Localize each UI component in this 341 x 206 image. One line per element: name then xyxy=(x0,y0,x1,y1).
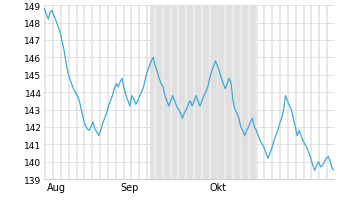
Bar xyxy=(232,6,234,179)
Bar xyxy=(146,6,148,179)
Bar xyxy=(123,6,124,179)
Bar xyxy=(217,6,219,179)
Bar xyxy=(138,6,140,179)
Bar xyxy=(326,6,328,179)
Bar xyxy=(162,6,164,179)
Bar xyxy=(68,6,70,179)
Bar xyxy=(279,6,281,179)
Bar xyxy=(271,6,273,179)
Bar xyxy=(248,6,250,179)
Bar xyxy=(107,6,109,179)
Bar xyxy=(240,6,242,179)
Bar xyxy=(52,6,54,179)
Bar xyxy=(44,6,46,179)
Bar xyxy=(68,6,70,179)
Bar xyxy=(248,6,250,179)
Bar xyxy=(162,6,164,179)
Bar xyxy=(146,6,148,179)
Bar xyxy=(201,6,203,179)
Bar xyxy=(130,6,132,179)
Bar xyxy=(84,6,85,179)
Bar xyxy=(295,6,297,179)
Bar xyxy=(217,6,219,179)
Bar xyxy=(177,6,179,179)
Bar xyxy=(177,6,179,179)
Bar xyxy=(115,6,117,179)
Bar xyxy=(256,6,257,179)
Bar xyxy=(154,6,156,179)
Bar xyxy=(138,6,140,179)
Bar xyxy=(224,6,226,179)
Bar xyxy=(240,6,242,179)
Bar xyxy=(310,6,312,179)
Bar xyxy=(209,6,211,179)
Bar xyxy=(232,6,234,179)
Bar xyxy=(154,6,156,179)
Bar xyxy=(115,6,117,179)
Bar xyxy=(44,6,46,179)
Bar xyxy=(318,6,320,179)
Bar xyxy=(123,6,124,179)
Bar xyxy=(185,6,187,179)
Bar xyxy=(60,6,62,179)
Bar xyxy=(201,6,203,179)
Bar xyxy=(209,6,211,179)
Bar xyxy=(264,6,265,179)
Bar xyxy=(256,6,257,179)
Bar xyxy=(84,6,85,179)
Bar xyxy=(302,6,305,179)
Bar xyxy=(52,6,54,179)
Bar xyxy=(193,6,195,179)
Bar xyxy=(287,6,289,179)
Bar xyxy=(185,6,187,179)
Bar xyxy=(130,6,132,179)
Bar xyxy=(60,6,62,179)
Bar xyxy=(169,6,172,179)
Bar xyxy=(107,6,109,179)
Bar xyxy=(193,6,195,179)
Bar xyxy=(169,6,172,179)
Bar xyxy=(76,6,78,179)
Bar xyxy=(76,6,78,179)
Bar xyxy=(99,6,101,179)
Bar xyxy=(99,6,101,179)
Bar xyxy=(150,6,257,179)
Bar xyxy=(224,6,226,179)
Bar xyxy=(91,6,93,179)
Bar xyxy=(91,6,93,179)
